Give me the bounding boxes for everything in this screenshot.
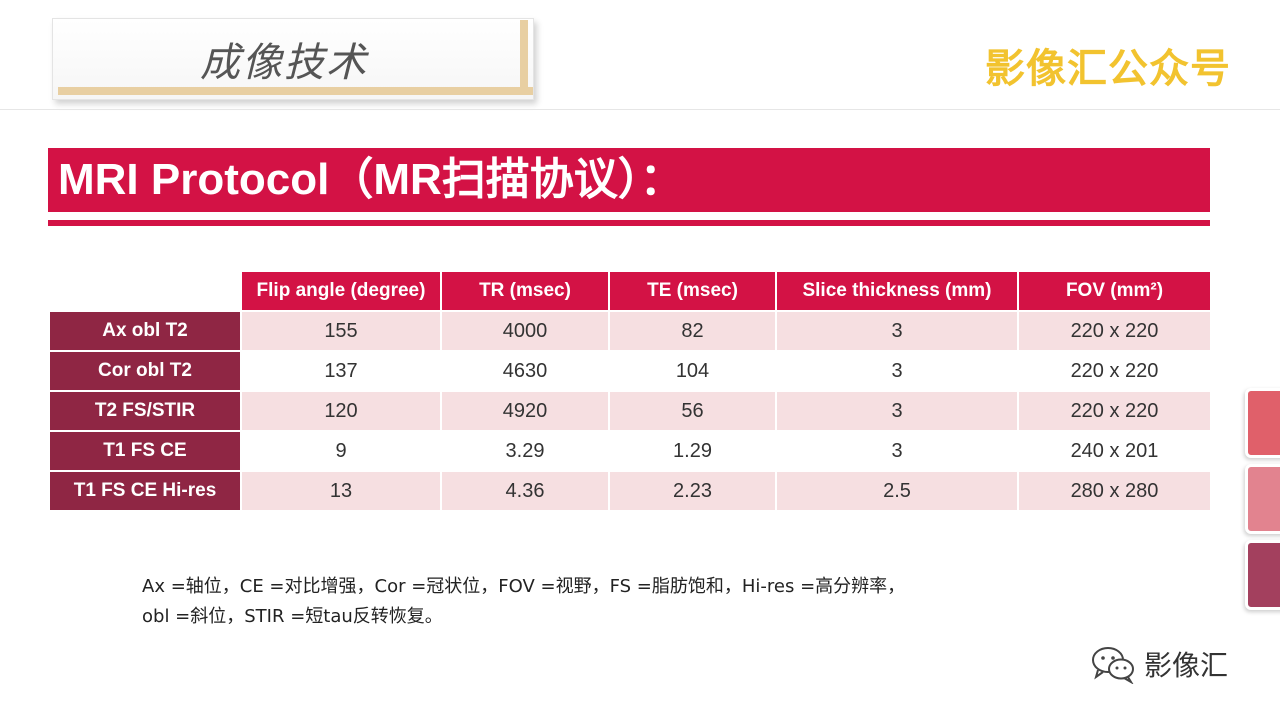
table-cell: 220 x 220 <box>1017 390 1212 432</box>
table-row: T1 FS CE Hi-res 13 4.36 2.23 2.5 280 x 2… <box>48 470 1212 512</box>
tab-side-rule <box>520 20 528 94</box>
table-cell: 3.29 <box>440 430 610 472</box>
watermark-text: 影像汇 <box>1144 649 1229 682</box>
row-label: Ax obl T2 <box>48 310 242 352</box>
column-header: Flip angle (degree) <box>240 270 442 312</box>
table-cell: 2.5 <box>775 470 1019 512</box>
row-label: T1 FS CE Hi-res <box>48 470 242 512</box>
table-row: Ax obl T2 155 4000 82 3 220 x 220 <box>48 310 1212 352</box>
table-cell: 4920 <box>440 390 610 432</box>
table-cell: 240 x 201 <box>1017 430 1212 472</box>
banner-underline <box>48 220 1210 226</box>
tab-underline <box>58 87 533 95</box>
section-title: 成像技术 <box>200 40 368 86</box>
footnote: Ax =轴位，CE =对比增强，Cor =冠状位，FOV =视野，FS =脂肪饱… <box>142 572 905 632</box>
column-header: Slice thickness (mm) <box>775 270 1019 312</box>
row-label: T2 FS/STIR <box>48 390 242 432</box>
table-row: T2 FS/STIR 120 4920 56 3 220 x 220 <box>48 390 1212 432</box>
side-tab-2 <box>1245 464 1280 534</box>
table-cell: 82 <box>608 310 777 352</box>
banner-title: MRI Protocol（MR扫描协议）： <box>58 155 684 204</box>
table-cell: 2.23 <box>608 470 777 512</box>
brand-logo-text: 影像汇公众号 <box>985 46 1231 92</box>
section-tab <box>52 18 534 100</box>
table-cell: 3 <box>775 350 1019 392</box>
table-row: Cor obl T2 137 4630 104 3 220 x 220 <box>48 350 1212 392</box>
table-cell: 9 <box>240 430 442 472</box>
wechat-icon <box>1092 647 1134 684</box>
title-banner: MRI Protocol（MR扫描协议）： <box>48 148 1210 212</box>
table-cell: 137 <box>240 350 442 392</box>
table-cell: 120 <box>240 390 442 432</box>
table-cell: 3 <box>775 310 1019 352</box>
column-header: TR (msec) <box>440 270 610 312</box>
row-label: T1 FS CE <box>48 430 242 472</box>
table-row: T1 FS CE 9 3.29 1.29 3 240 x 201 <box>48 430 1212 472</box>
protocol-table: Flip angle (degree) TR (msec) TE (msec) … <box>48 270 1212 512</box>
footnote-line: Ax =轴位，CE =对比增强，Cor =冠状位，FOV =视野，FS =脂肪饱… <box>142 576 906 597</box>
footnote-line: obl =斜位，STIR =短tau反转恢复。 <box>142 606 443 627</box>
column-header: TE (msec) <box>608 270 777 312</box>
table-cell: 4000 <box>440 310 610 352</box>
table-cell: 1.29 <box>608 430 777 472</box>
table-cell: 13 <box>240 470 442 512</box>
table-cell: 220 x 220 <box>1017 350 1212 392</box>
table-cell: 4630 <box>440 350 610 392</box>
table-cell: 3 <box>775 430 1019 472</box>
side-tab-3 <box>1245 540 1280 610</box>
table-cell: 104 <box>608 350 777 392</box>
table-cell: 56 <box>608 390 777 432</box>
side-tab-1 <box>1245 388 1280 458</box>
table-cell: 4.36 <box>440 470 610 512</box>
table-cell: 155 <box>240 310 442 352</box>
table-cell: 3 <box>775 390 1019 432</box>
table-header-row: Flip angle (degree) TR (msec) TE (msec) … <box>48 270 1212 312</box>
table-cell: 220 x 220 <box>1017 310 1212 352</box>
table-cell: 280 x 280 <box>1017 470 1212 512</box>
row-label: Cor obl T2 <box>48 350 242 392</box>
watermark: 影像汇 <box>1090 644 1228 684</box>
corner-cell <box>48 270 242 312</box>
header-divider <box>0 109 1280 110</box>
column-header: FOV (mm²) <box>1017 270 1212 312</box>
